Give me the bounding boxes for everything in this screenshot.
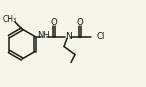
Text: O: O	[77, 18, 83, 27]
Text: NH: NH	[38, 31, 50, 40]
Text: Cl: Cl	[97, 32, 105, 41]
Text: O: O	[51, 18, 57, 27]
Text: N: N	[66, 32, 72, 41]
Text: CH₃: CH₃	[3, 15, 17, 23]
